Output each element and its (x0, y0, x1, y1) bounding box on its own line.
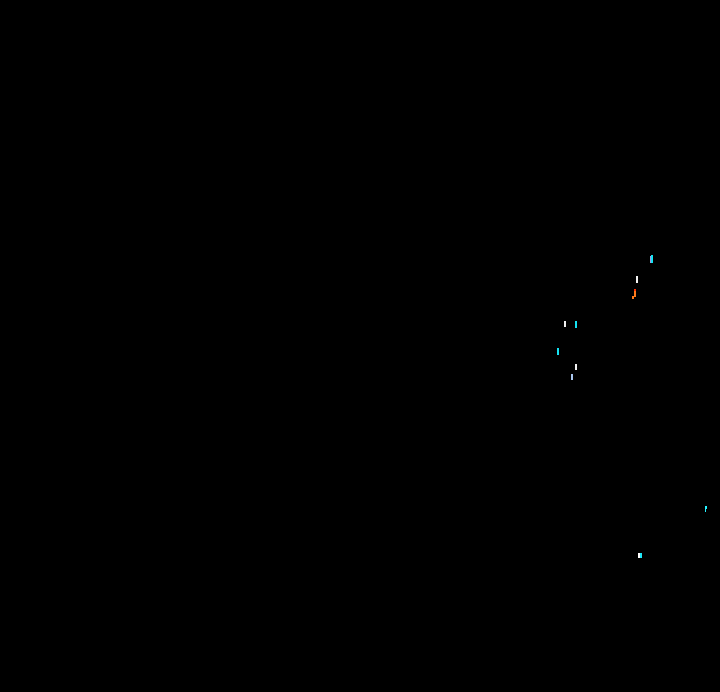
speck-orange-hook-part (634, 289, 636, 291)
speck-orange-hook-part (634, 291, 636, 297)
speck-cyan-bar-part (575, 321, 577, 328)
speck-cyan-bar-part (557, 348, 559, 355)
speck-lavender-cyan-bar-part (650, 256, 651, 263)
speck-white-bar-part (575, 364, 577, 370)
speck-cyan-notch-part (705, 506, 707, 509)
speck-orange-hook-part (632, 296, 634, 299)
speck-lavender-cyan-bar-part (651, 255, 653, 263)
speck-white-bar-part (636, 276, 638, 283)
speck-cyan-notch-part (705, 509, 706, 512)
speck-pale-blue-bar-part (571, 374, 573, 380)
speck-white-cyan-pair-part (638, 553, 640, 558)
speck-white-bar-part (564, 321, 566, 327)
speck-white-cyan-pair-part (640, 553, 642, 558)
